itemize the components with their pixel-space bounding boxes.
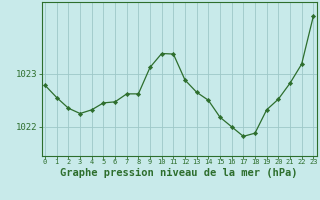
X-axis label: Graphe pression niveau de la mer (hPa): Graphe pression niveau de la mer (hPa) bbox=[60, 168, 298, 178]
